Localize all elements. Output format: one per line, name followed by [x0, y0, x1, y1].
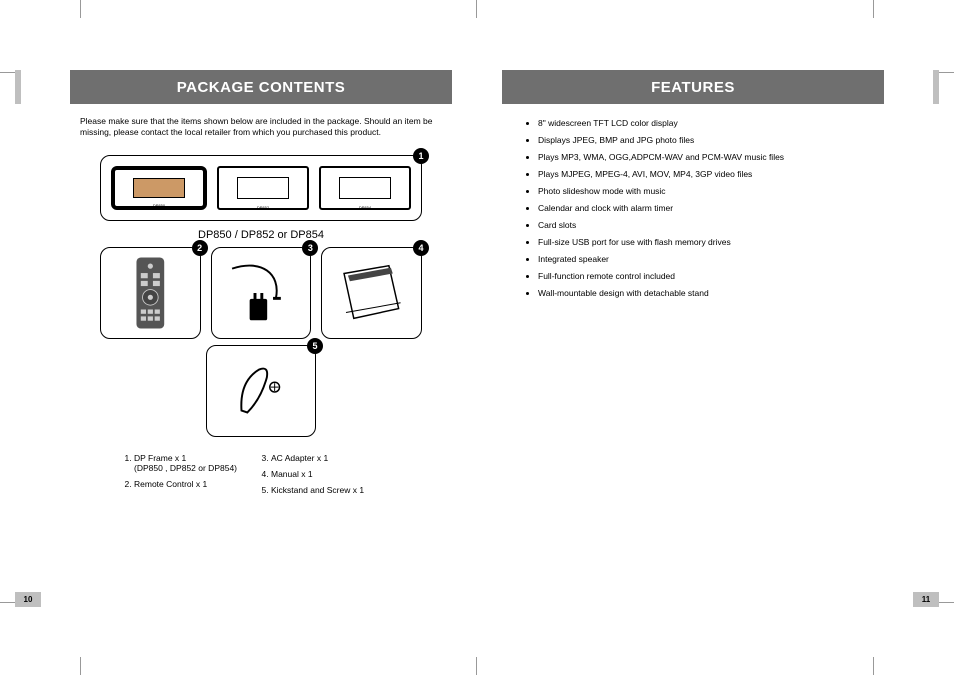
- manual-icon: [328, 254, 415, 332]
- kickstand-icon: [213, 352, 309, 430]
- features-list: 8" widescreen TFT LCD color display Disp…: [502, 116, 884, 305]
- legend-item: Remote Control x 1: [134, 479, 237, 489]
- legend-item: Manual x 1: [271, 469, 364, 479]
- frame-dp854: DP854: [319, 166, 411, 210]
- page-number-left: 10: [15, 592, 41, 607]
- feature-item: Wall-mountable design with detachable st…: [538, 288, 874, 298]
- panel-adapter: 3: [211, 247, 312, 339]
- feature-item: Integrated speaker: [538, 254, 874, 264]
- panel-remote: 2: [100, 247, 201, 339]
- badge-1: 1: [413, 148, 429, 164]
- right-title-text: FEATURES: [651, 79, 735, 96]
- frame-dp852: DP852: [217, 166, 309, 210]
- right-margin-stripe: [933, 70, 939, 104]
- intro-paragraph: Please make sure that the items shown be…: [70, 116, 452, 149]
- badge-2: 2: [192, 240, 208, 256]
- badge-3: 3: [302, 240, 318, 256]
- badge-5: 5: [307, 338, 323, 354]
- feature-item: Full-function remote control included: [538, 271, 874, 281]
- frame-label-1: DP852: [257, 205, 269, 210]
- legend-col-2: AC Adapter x 1 Manual x 1 Kickstand and …: [257, 453, 364, 501]
- feature-item: Calendar and clock with alarm timer: [538, 203, 874, 213]
- frames-panel: 1 DP850 DP852 DP854: [100, 155, 422, 221]
- feature-item: 8" widescreen TFT LCD color display: [538, 118, 874, 128]
- feature-item: Plays MP3, WMA, OGG,ADPCM-WAV and PCM-WA…: [538, 152, 874, 162]
- panel-manual: 4: [321, 247, 422, 339]
- legend-item: Kickstand and Screw x 1: [271, 485, 364, 495]
- feature-item: Photo slideshow mode with music: [538, 186, 874, 196]
- page-spread: PACKAGE CONTENTS Please make sure that t…: [70, 70, 884, 605]
- badge-4: 4: [413, 240, 429, 256]
- legend: DP Frame x 1 (DP850 , DP852 or DP854) Re…: [70, 443, 452, 501]
- legend-item: DP Frame x 1 (DP850 , DP852 or DP854): [134, 453, 237, 473]
- frame-dp850: DP850: [111, 166, 207, 210]
- page-number-right: 11: [913, 592, 939, 607]
- legend-item: AC Adapter x 1: [271, 453, 364, 463]
- remote-icon: [107, 254, 194, 332]
- left-margin-stripe: [15, 70, 21, 104]
- adapter-icon: [218, 254, 305, 332]
- legend-col-1: DP Frame x 1 (DP850 , DP852 or DP854) Re…: [120, 453, 237, 501]
- panel-stand: 5: [206, 345, 316, 437]
- left-title-text: PACKAGE CONTENTS: [177, 79, 346, 96]
- page-right: FEATURES 8" widescreen TFT LCD color dis…: [502, 70, 884, 605]
- feature-item: Displays JPEG, BMP and JPG photo files: [538, 135, 874, 145]
- feature-item: Plays MJPEG, MPEG-4, AVI, MOV, MP4, 3GP …: [538, 169, 874, 179]
- feature-item: Full-size USB port for use with flash me…: [538, 237, 874, 247]
- right-title-bar: FEATURES: [502, 70, 884, 104]
- frame-label-2: DP854: [359, 205, 371, 210]
- model-line: DP850 / DP852 or DP854: [100, 229, 422, 241]
- page-left: PACKAGE CONTENTS Please make sure that t…: [70, 70, 452, 605]
- items-row-1: 2 3: [100, 247, 422, 339]
- feature-item: Card slots: [538, 220, 874, 230]
- left-title-bar: PACKAGE CONTENTS: [70, 70, 452, 104]
- items-row-2: 5: [100, 345, 422, 437]
- frame-label-0: DP850: [153, 203, 165, 208]
